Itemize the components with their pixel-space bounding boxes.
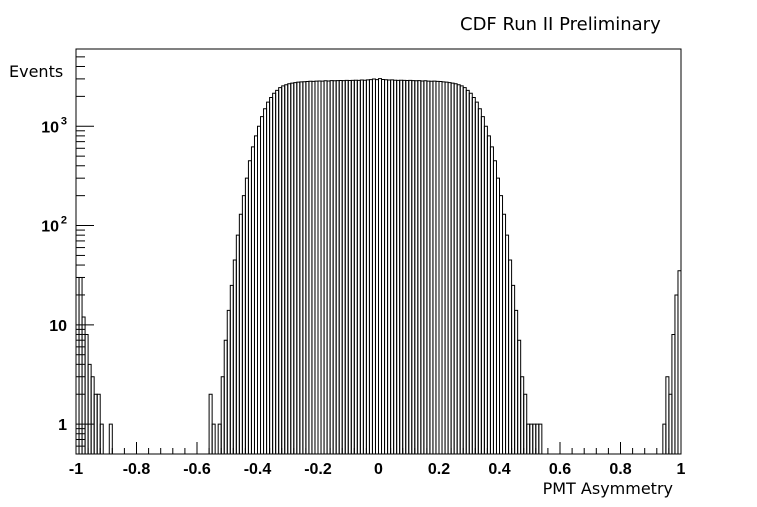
x-tick-label: 0.6 — [549, 461, 571, 478]
y-tick-label: 1 — [58, 417, 67, 434]
y-axis-label: Events — [9, 62, 64, 81]
histogram-bin — [99, 423, 104, 454]
x-tick-label: 0 — [374, 461, 383, 478]
x-tick-label: 0.4 — [488, 461, 510, 478]
histogram-bin — [108, 423, 113, 454]
histogram-bin — [211, 423, 216, 454]
x-tick-label: -0.6 — [183, 461, 211, 478]
x-axis-label: PMT Asymmetry — [542, 479, 673, 498]
x-tick-label: -1 — [69, 461, 83, 478]
y-tick-exponent: 2 — [61, 215, 67, 227]
y-tick-label: 10 — [41, 119, 59, 136]
y-tick-label: 10 — [49, 318, 67, 335]
x-tick-label: 0.2 — [428, 461, 450, 478]
x-tick-label: -0.8 — [123, 461, 151, 478]
histogram-bin — [538, 423, 543, 454]
x-tick-label: 0.8 — [609, 461, 631, 478]
x-tick-label: -0.2 — [304, 461, 332, 478]
y-tick-exponent: 3 — [61, 115, 67, 127]
y-tick-label: 10 — [41, 219, 59, 236]
x-tick-label: 1 — [677, 461, 686, 478]
histogram-bin — [677, 270, 682, 454]
chart-title: CDF Run II Preliminary — [460, 14, 661, 35]
x-tick-label: -0.4 — [244, 461, 272, 478]
